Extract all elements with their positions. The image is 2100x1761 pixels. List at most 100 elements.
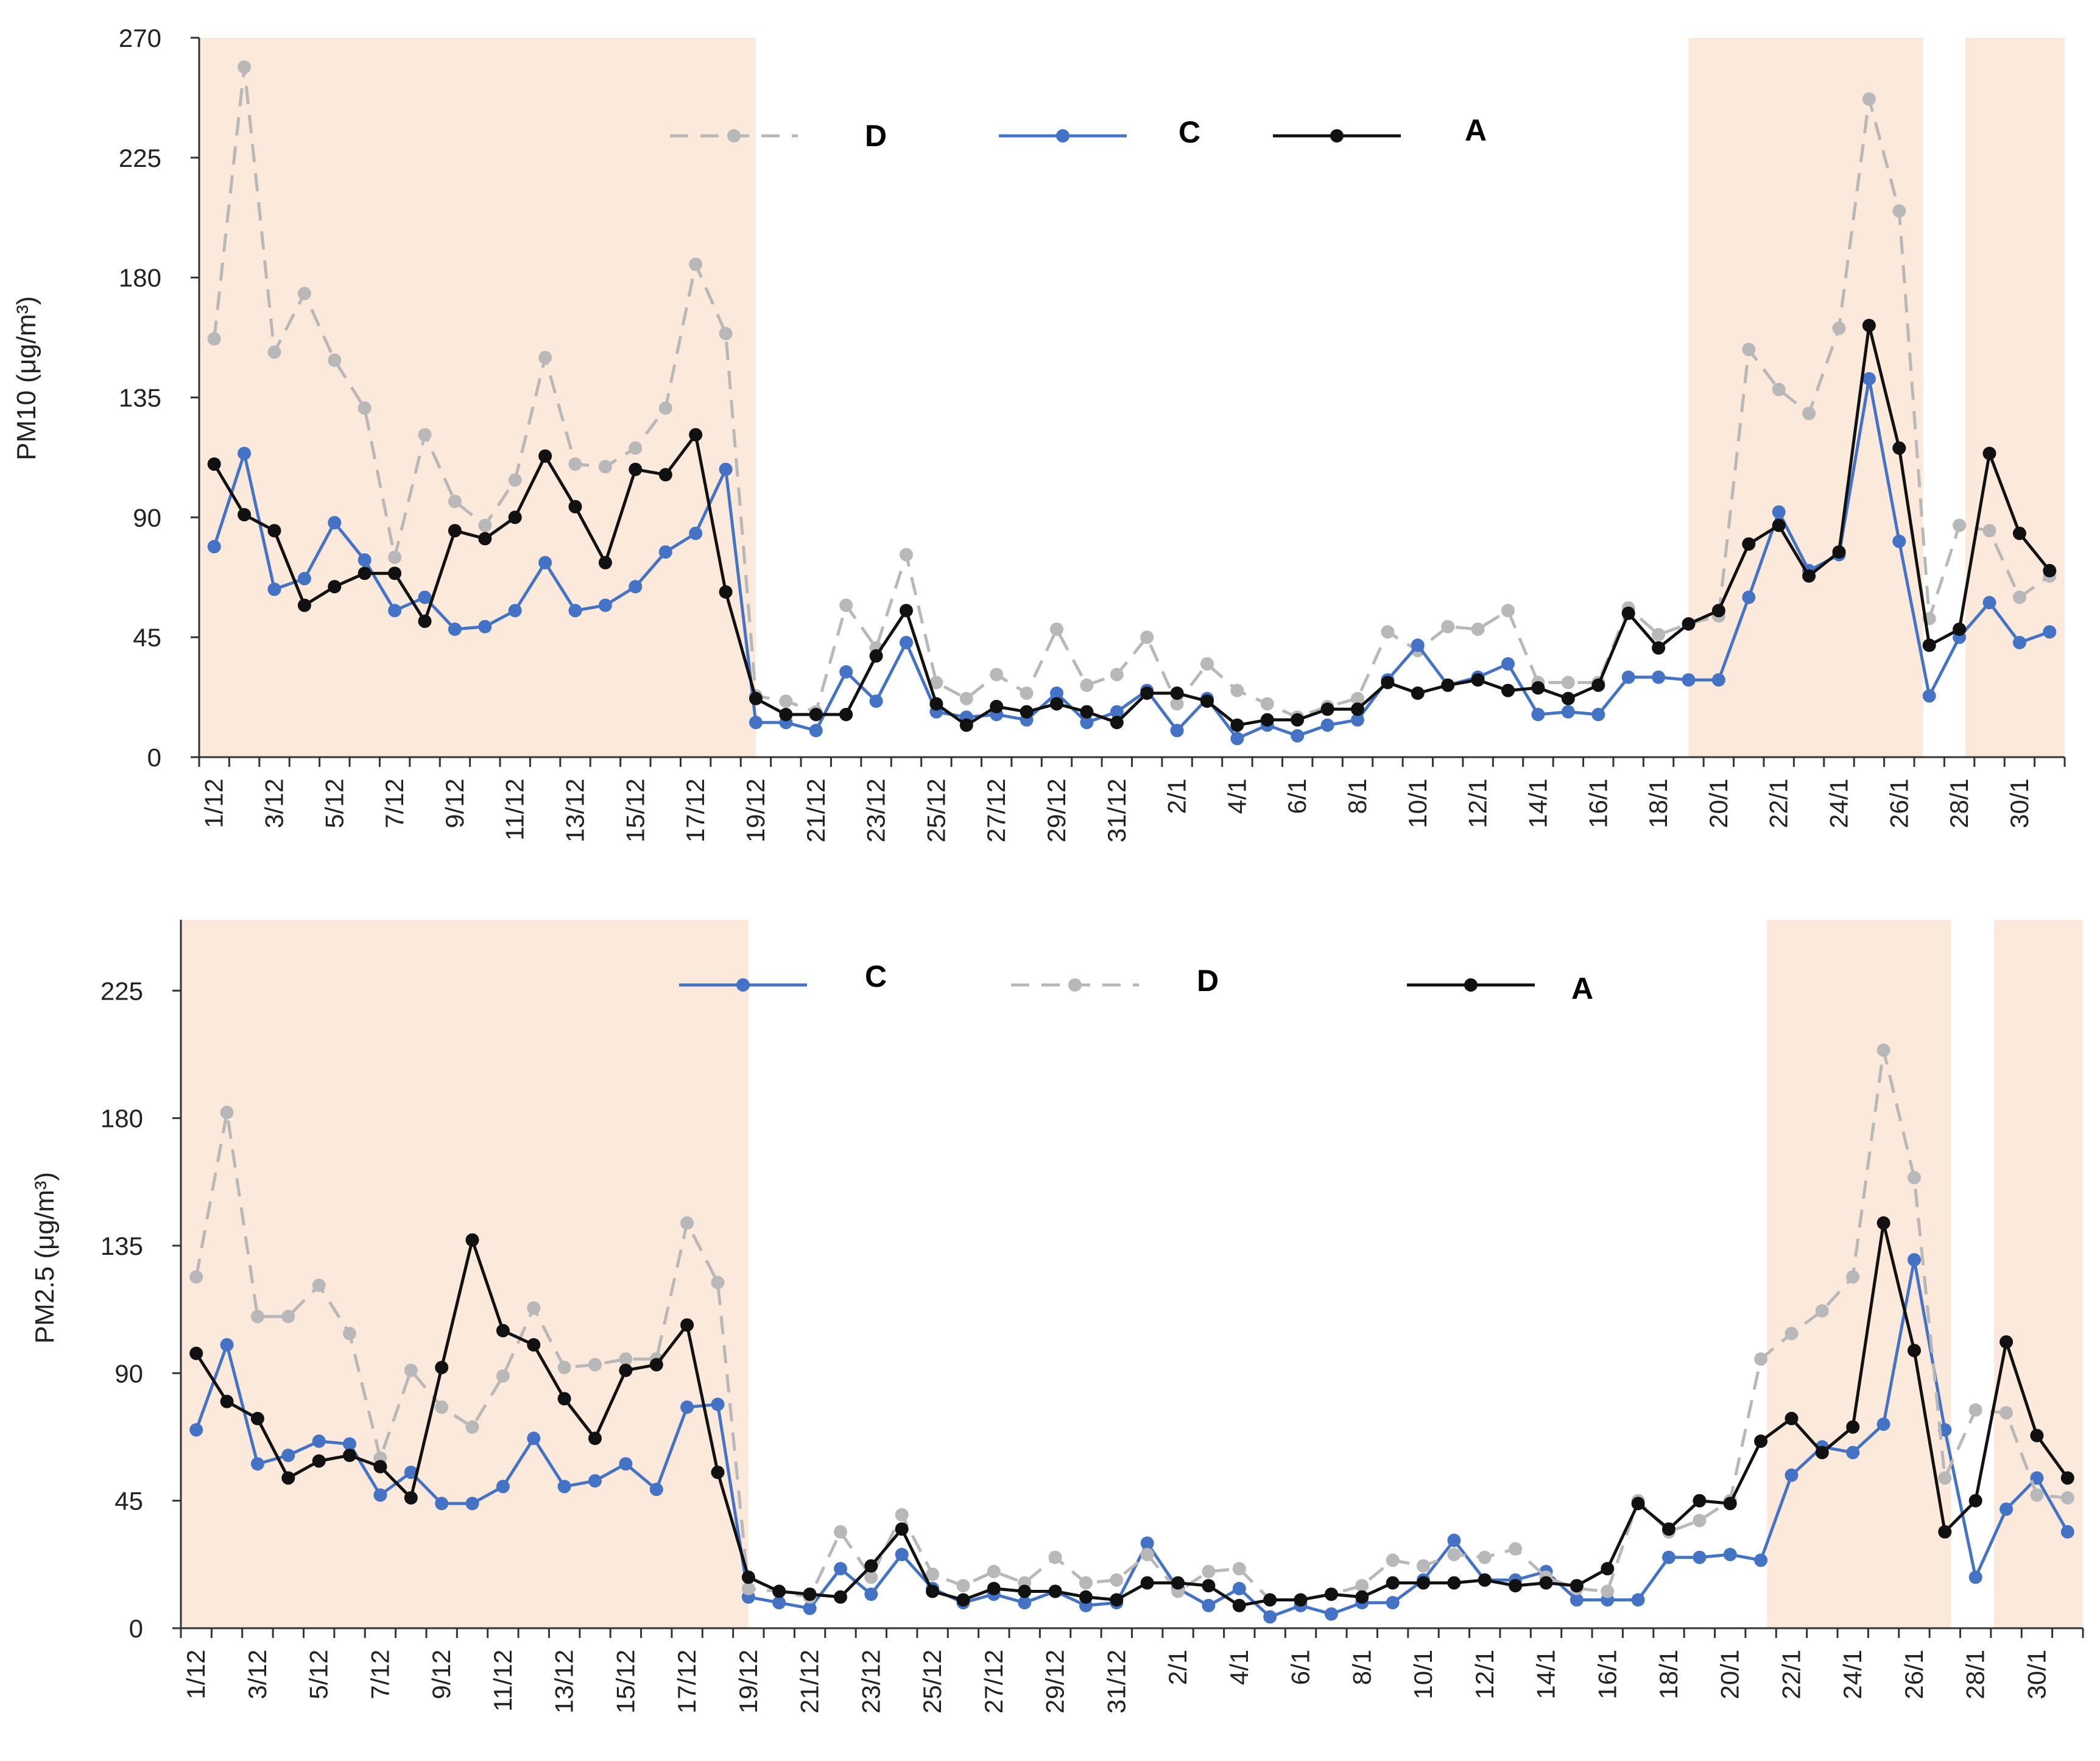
data-point-A — [465, 1233, 479, 1247]
data-point-C — [508, 604, 522, 618]
data-point-D — [658, 401, 672, 415]
x-tick-label: 13/12 — [550, 1650, 579, 1713]
pm25-ylabel: PM2.5 (μg/m³) — [30, 1172, 60, 1344]
data-point-A — [1723, 1497, 1737, 1511]
data-point-A — [839, 708, 853, 721]
data-point-D — [1048, 1550, 1062, 1564]
x-tick-label: 11/12 — [501, 778, 529, 841]
data-point-A — [1110, 716, 1124, 730]
data-point-C — [297, 571, 311, 585]
data-point-A — [328, 580, 342, 594]
data-point-A — [2060, 1471, 2074, 1485]
x-tick-label: 10/1 — [1409, 1650, 1437, 1699]
data-point-D — [2012, 590, 2026, 604]
data-point-A — [568, 499, 582, 513]
x-tick-label: 16/1 — [1584, 778, 1612, 828]
data-point-A — [1263, 1593, 1277, 1607]
data-point-C — [1170, 724, 1184, 738]
legend-label-D: D — [865, 119, 887, 153]
x-tick-label: 7/12 — [365, 1650, 394, 1699]
data-point-A — [1291, 713, 1305, 727]
data-point-D — [588, 1358, 602, 1372]
data-point-D — [281, 1310, 295, 1324]
data-point-C — [1742, 590, 1756, 604]
data-point-A — [250, 1411, 264, 1425]
x-tick-label: 30/1 — [2005, 778, 2034, 828]
x-tick-label: 8/1 — [1343, 778, 1372, 814]
data-point-A — [1478, 1573, 1492, 1587]
pm10-legend: D C A — [670, 113, 1487, 153]
data-point-C — [2043, 625, 2057, 639]
y-tick-label: 90 — [133, 503, 161, 532]
data-point-D — [527, 1301, 541, 1315]
legend-label-A: A — [1571, 972, 1593, 1006]
data-point-C — [527, 1431, 541, 1445]
data-point-D — [864, 1570, 878, 1584]
shaded-period-1 — [199, 38, 756, 757]
data-point-C — [1050, 686, 1063, 700]
legend-item-A: A — [1407, 972, 1593, 1006]
x-tick-label: 18/1 — [1654, 1650, 1683, 1699]
data-point-D — [1110, 1573, 1124, 1587]
data-point-D — [297, 286, 311, 300]
data-point-C — [1561, 705, 1575, 719]
data-point-D — [1050, 623, 1063, 636]
data-point-C — [839, 665, 853, 679]
data-point-C — [1982, 596, 1996, 610]
y-tick-label: 0 — [129, 1614, 143, 1643]
data-point-C — [588, 1474, 602, 1488]
data-point-D — [1447, 1548, 1461, 1561]
data-point-D — [1982, 524, 1996, 538]
data-point-C — [1570, 1593, 1584, 1607]
x-tick-label: 10/1 — [1403, 778, 1432, 828]
data-point-A — [1772, 518, 1786, 532]
data-point-C — [719, 462, 733, 476]
data-point-A — [343, 1449, 356, 1463]
x-tick-label: 20/1 — [1704, 778, 1733, 828]
data-point-A — [1110, 1593, 1124, 1607]
data-point-A — [508, 510, 522, 524]
data-point-A — [1908, 1344, 1921, 1358]
x-tick-label: 28/1 — [1945, 778, 1973, 828]
data-point-C — [772, 1596, 786, 1610]
data-point-A — [619, 1363, 633, 1377]
data-point-D — [267, 345, 281, 359]
data-point-C — [1908, 1253, 1921, 1267]
data-point-A — [959, 718, 973, 732]
data-point-C — [568, 604, 582, 618]
data-point-D — [1693, 1514, 1707, 1528]
data-point-A — [527, 1338, 541, 1352]
data-point-D — [900, 548, 913, 562]
data-point-D — [779, 694, 793, 708]
data-point-D — [1509, 1542, 1523, 1556]
data-point-C — [373, 1488, 387, 1502]
data-point-D — [1351, 691, 1364, 705]
data-point-A — [1509, 1579, 1523, 1593]
data-point-D — [711, 1276, 725, 1290]
legend-label-C: C — [1179, 115, 1200, 149]
data-point-C — [834, 1562, 847, 1576]
data-point-D — [1968, 1403, 1982, 1417]
data-point-C — [1862, 372, 1876, 386]
data-point-C — [1230, 732, 1244, 746]
data-point-D — [741, 1581, 755, 1595]
data-point-D — [312, 1279, 326, 1293]
data-point-A — [207, 457, 221, 471]
data-point-D — [557, 1361, 571, 1374]
data-point-C — [189, 1423, 203, 1437]
data-point-A — [1938, 1525, 1952, 1539]
data-point-C — [619, 1457, 633, 1471]
x-tick-label: 29/12 — [1041, 1650, 1069, 1713]
data-point-D — [478, 518, 492, 532]
x-tick-label: 15/12 — [611, 1650, 640, 1713]
data-point-C — [1501, 657, 1515, 671]
shaded-period-2 — [1767, 920, 1951, 1628]
data-point-C — [803, 1601, 817, 1615]
data-point-C — [1876, 1417, 1890, 1431]
data-point-A — [1953, 623, 1967, 636]
x-tick-label: 22/1 — [1764, 778, 1793, 828]
data-point-C — [267, 582, 281, 596]
data-point-C — [220, 1338, 234, 1352]
data-point-A — [1260, 713, 1274, 727]
data-point-A — [1662, 1522, 1675, 1536]
